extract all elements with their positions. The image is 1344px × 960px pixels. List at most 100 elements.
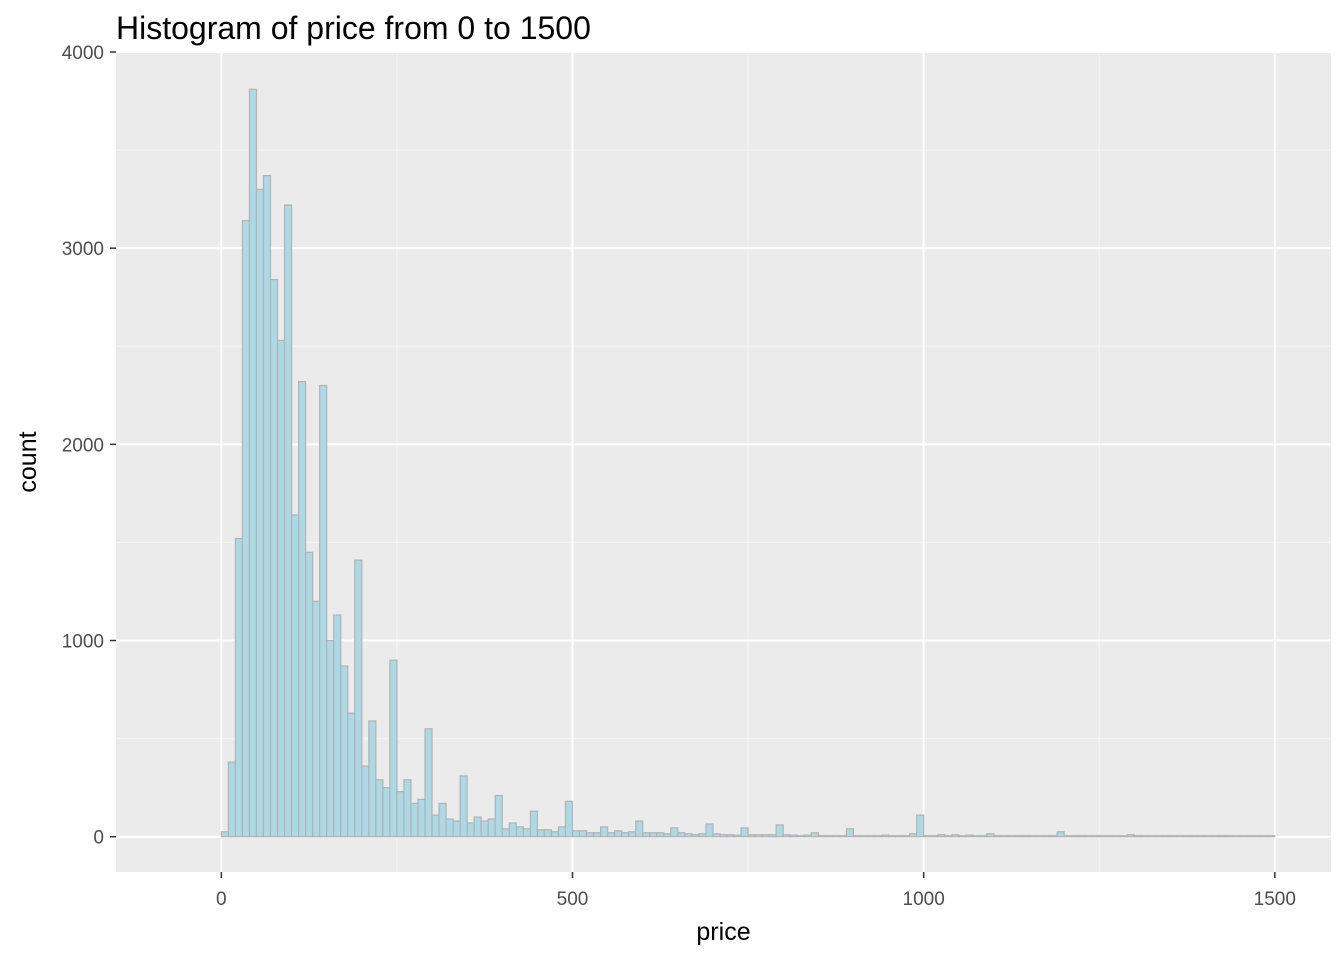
histogram-bar [1161,835,1171,838]
histogram-bar [571,830,581,838]
histogram-bar [480,820,489,838]
histogram-bar [880,834,890,838]
y-axis-tick-labels: 0 1000 2000 3000 4000 [62,43,104,849]
y-tick-label: 4000 [62,43,104,64]
histogram-bar [852,835,862,838]
histogram-bars [220,88,1276,838]
histogram-bar [536,829,546,838]
histogram-bar [810,832,819,838]
histogram-bar [1105,835,1114,838]
histogram-bar [649,832,658,838]
histogram-bar [452,820,461,838]
histogram-bar [1049,835,1058,838]
histogram-bar [557,826,567,838]
histogram-bar [761,834,770,838]
histogram-bar [1077,835,1086,838]
histogram-bar [803,834,812,838]
histogram-bar [564,800,574,838]
histogram-bar [726,834,735,838]
histogram-bar [305,551,314,838]
histogram-bar [326,639,335,838]
y-axis-title: count [14,431,42,492]
histogram-bar [382,787,391,838]
histogram-bar [1014,835,1023,838]
histogram-bar [1091,835,1100,838]
histogram-bar [656,832,665,838]
histogram-bar [733,834,742,838]
histogram-bar [424,728,433,838]
histogram-bar [445,818,454,838]
histogram-bar [1084,835,1093,838]
histogram-bar [276,339,286,838]
histogram-bar [979,835,988,838]
histogram-bar [951,834,960,838]
histogram-bar [241,220,251,838]
histogram-bar [220,831,229,838]
histogram-bar [972,835,981,838]
histogram-bar [635,820,644,838]
histogram-bar [389,659,398,838]
histogram-bar [410,802,419,838]
histogram-bar [944,835,953,838]
histogram-bar [642,832,651,838]
histogram-bar [1196,835,1206,838]
y-tick-label: 1000 [62,632,104,653]
histogram-bar [607,832,616,838]
histogram-bar [234,537,244,838]
histogram-bar [1232,835,1241,838]
histogram-bar [227,761,236,838]
histogram-bar [838,835,848,838]
histogram-bar [529,810,538,838]
histogram-bar [431,814,440,838]
histogram-bar [543,829,553,838]
histogram-bar [873,835,883,838]
histogram-bar [916,814,925,838]
histogram-bar [290,514,300,838]
histogram-bar [866,835,876,838]
histogram-bar [1112,835,1121,838]
histogram-bar [937,834,946,838]
histogram-bar [487,818,496,838]
histogram-bar [894,835,904,838]
histogram-bar [768,834,777,838]
x-axis-title: price [696,918,750,946]
histogram-bar [1147,835,1157,838]
histogram-bar [628,831,637,838]
histogram-bar [845,828,855,838]
histogram-bar [354,559,363,838]
histogram-bar [663,833,672,838]
histogram-bar [923,835,932,838]
histogram-bar [417,798,426,838]
histogram-bar [319,384,328,838]
histogram-bar [965,834,974,838]
histogram-bar [1154,835,1164,838]
histogram-bar [578,830,588,838]
histogram-bar [930,835,939,838]
histogram-bar [1070,835,1079,838]
histogram-bar [796,835,805,838]
x-axis-tick-labels: 0 500 1000 1500 [216,889,1296,910]
histogram-bar [1028,835,1037,838]
y-tick-label: 0 [93,828,104,849]
histogram-bar [459,775,468,838]
histogram-bar [789,834,798,838]
histogram-bar [361,765,370,838]
x-tick-label: 1000 [903,889,945,910]
histogram-bar [1098,835,1107,838]
histogram-bar [501,828,510,838]
axis-ticks [110,51,1276,878]
histogram-bar [1225,835,1234,838]
histogram-bar [515,826,524,838]
histogram-bar [1063,835,1072,838]
histogram-bar [909,833,918,838]
histogram-bar [621,832,630,838]
histogram-bar [831,835,840,838]
histogram-bar [993,835,1002,838]
histogram-bar [1133,835,1142,838]
histogram-bar [887,835,897,838]
histogram-bar [1182,835,1192,838]
histogram-bar [705,823,714,838]
histogram-bar [614,830,623,838]
histogram-bar [494,794,503,838]
